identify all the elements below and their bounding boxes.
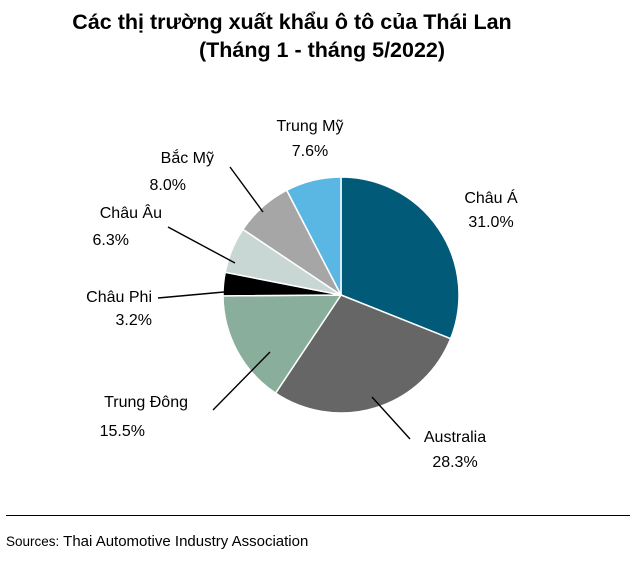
slice-value-bac-my: 8.0% [150,177,186,194]
pie-slice-trung-dong [222,294,342,394]
divider [6,515,630,516]
chart-title: Các thị trường xuất khẩu ô tô của Thái L… [0,8,636,64]
slice-value-trung-dong: 15.5% [100,423,145,440]
slice-value-chau-a: 31.0% [468,214,513,231]
slice-label-chau-phi: Châu Phi [86,289,152,306]
leader-line-chau-au [167,226,236,264]
leader-line-chau-phi [157,291,225,299]
slice-label-australia: Australia [424,429,486,446]
source-prefix: Sources: [6,534,60,549]
pie-chart: Châu Á 31.0% Australia 28.3% Trung Đông 15.5%… [86,118,518,471]
slice-label-chau-a: Châu Á [464,188,518,207]
source-text: Thai Automotive Industry Association [59,533,309,550]
source-note: Sources: Thai Automotive Industry Associ… [6,533,308,550]
slice-label-bac-my: Bắc Mỹ [161,148,214,167]
slice-label-trung-my: Trung Mỹ [277,118,344,135]
slice-value-chau-phi: 3.2% [116,312,152,329]
pie-slice-chau-a [340,176,460,340]
chart-title-line-2: (Tháng 1 - tháng 5/2022) [198,38,446,62]
slice-value-trung-my: 7.6% [292,143,328,160]
pie-slice-trung-my [285,176,342,296]
slice-label-chau-au: Châu Âu [100,203,162,222]
slice-value-chau-au: 6.3% [93,232,129,249]
leader-line-australia [371,396,411,440]
leader-line-trung-dong [212,351,271,411]
slice-value-australia: 28.3% [432,454,477,471]
slice-label-trung-dong: Trung Đông [104,394,188,411]
pie-slice-australia [274,294,452,414]
chart-title-line-1: Các thị trường xuất khẩu ô tô của Thái L… [72,10,512,34]
leader-line-bac-my [229,166,264,213]
